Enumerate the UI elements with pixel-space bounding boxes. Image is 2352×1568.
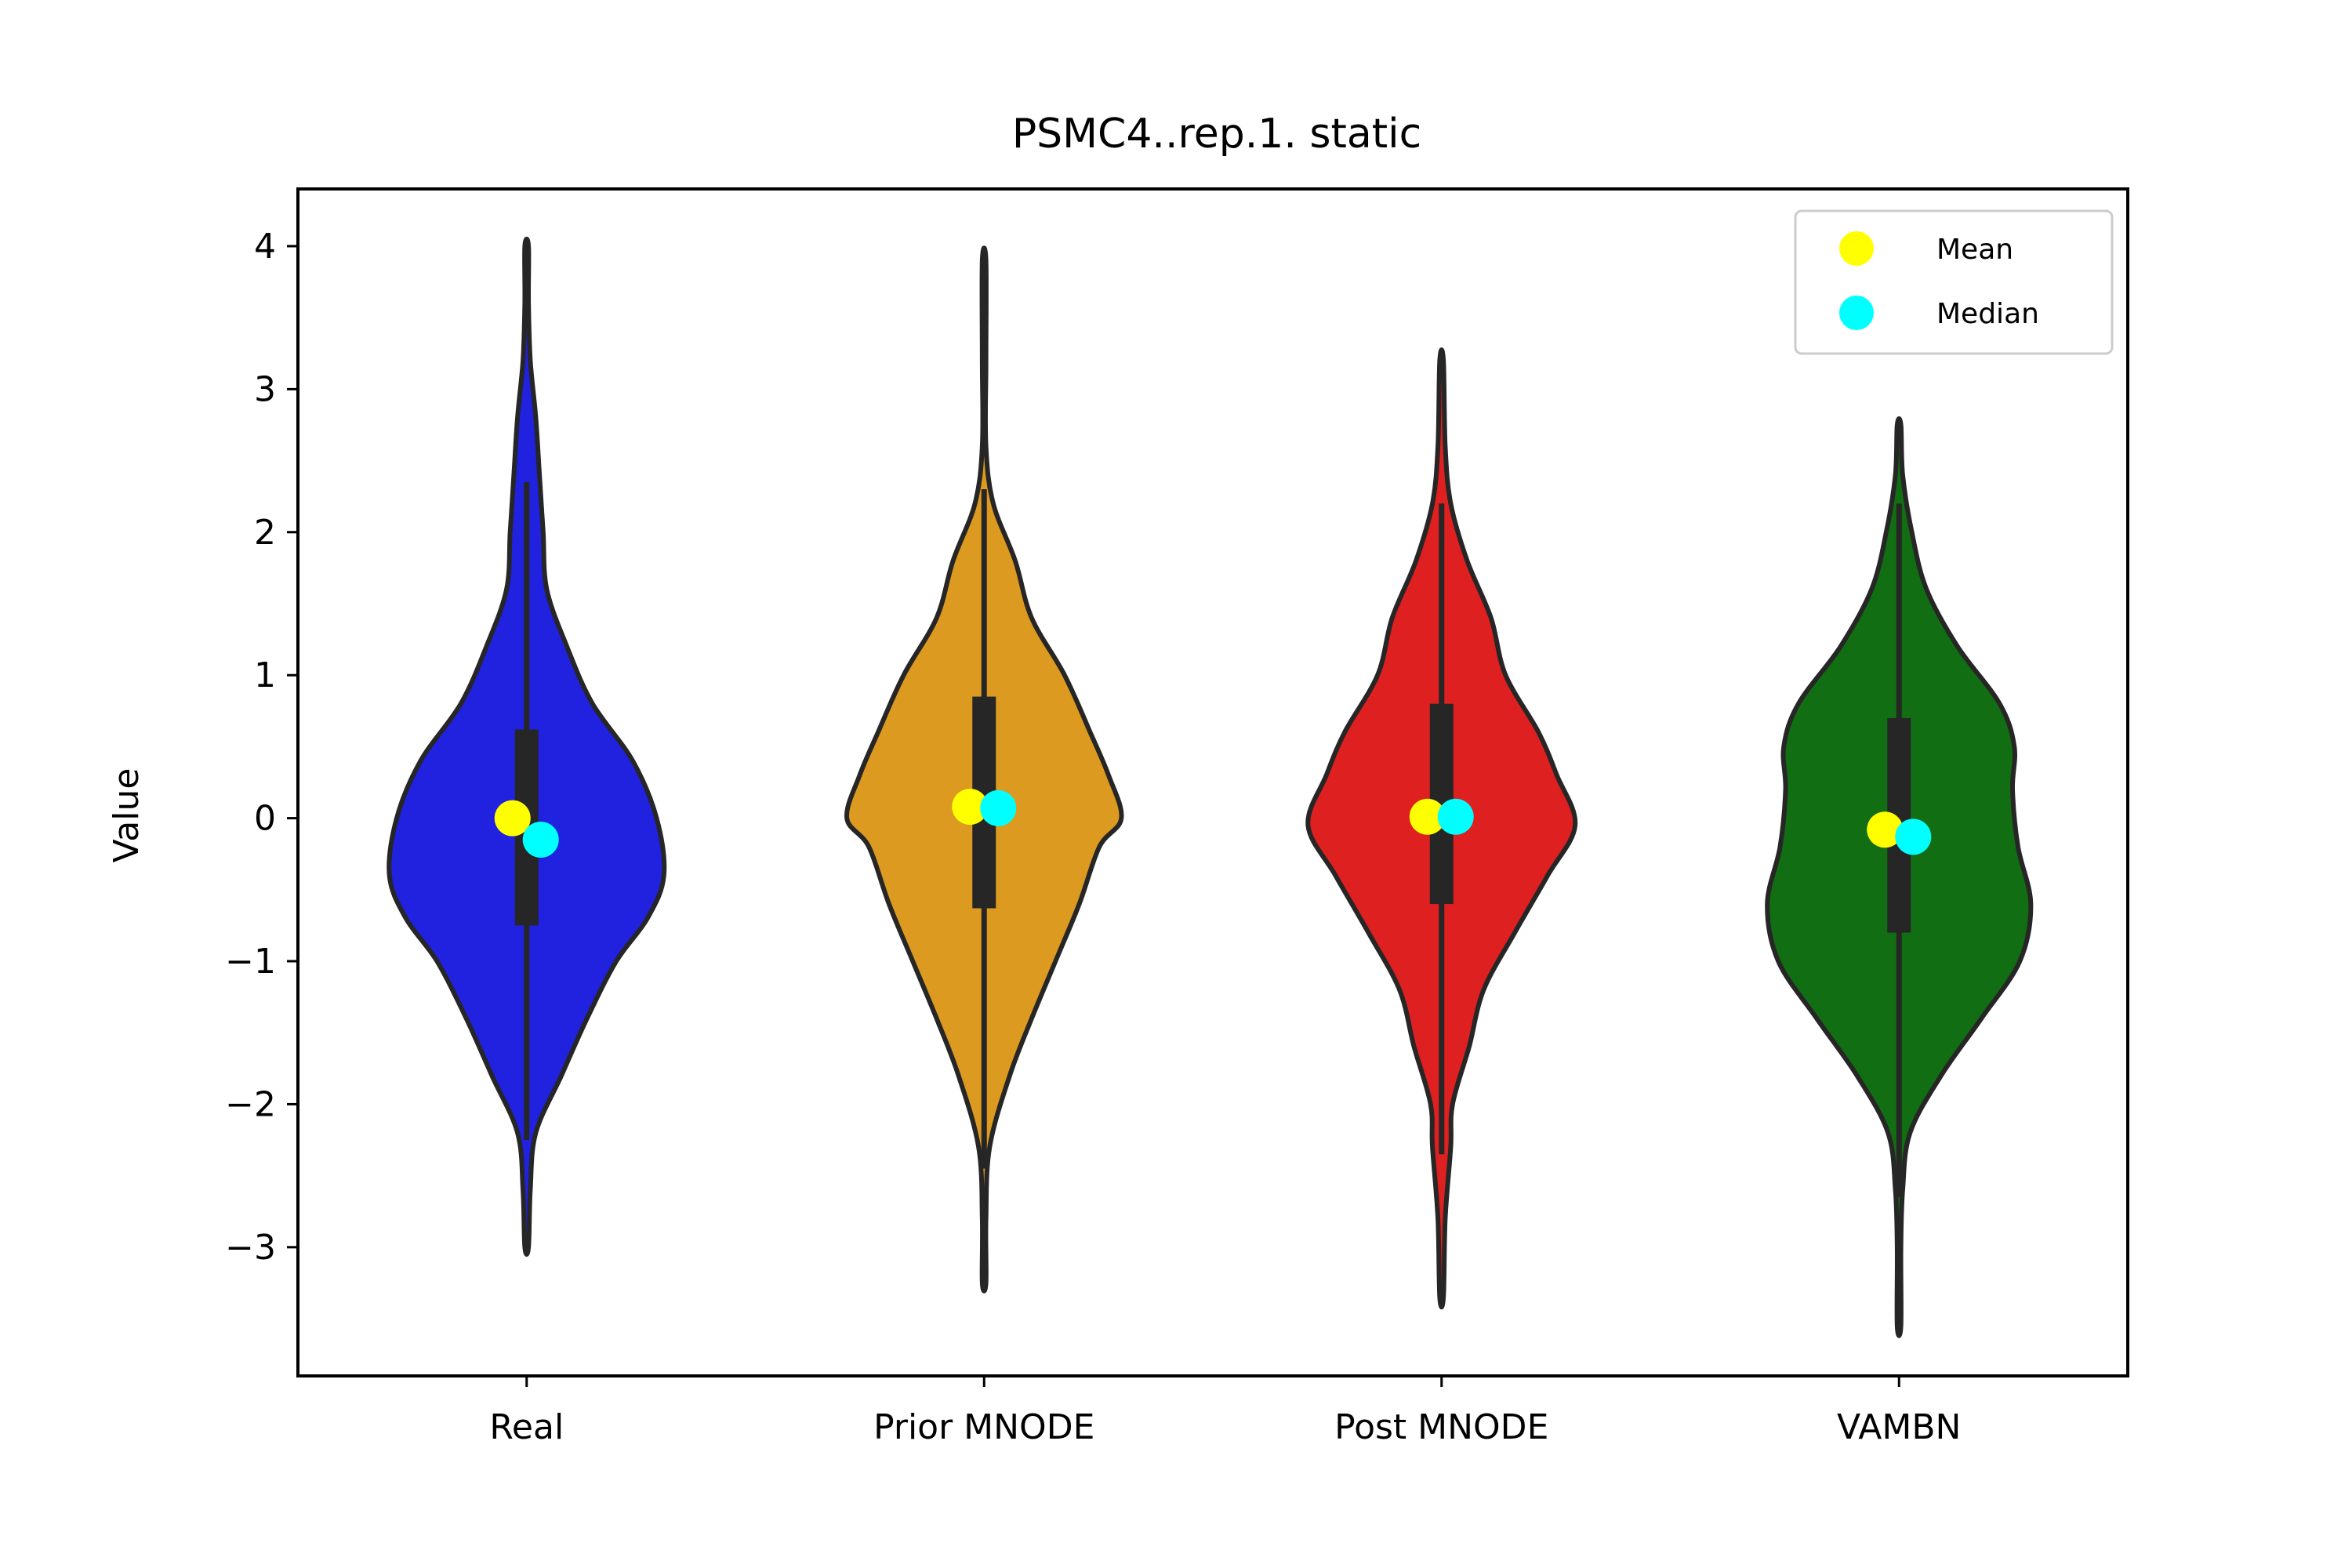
mean-marker-prior-mnode — [952, 789, 989, 826]
legend-label-mean: Mean — [1936, 234, 2013, 266]
y-tick-label: 0 — [254, 799, 276, 839]
mean-marker-real — [494, 800, 531, 837]
y-tick-label: −1 — [225, 942, 276, 982]
y-tick-label: 3 — [254, 369, 276, 409]
median-marker-real — [522, 821, 559, 858]
violins-layer — [387, 236, 2034, 1338]
y-tick-label: −2 — [225, 1084, 276, 1124]
x-tick-label: Post MNODE — [1334, 1407, 1548, 1447]
legend-marker-median — [1839, 296, 1874, 330]
y-axis-label: Value — [107, 768, 147, 863]
y-tick-label: 1 — [254, 655, 276, 695]
y-axis: −3 −2 −1 0 1 2 3 4 — [225, 227, 298, 1268]
mean-marker-post-mnode — [1409, 798, 1446, 835]
y-tick-label: −3 — [225, 1228, 276, 1268]
x-tick-label: Real — [489, 1407, 564, 1447]
x-tick-label: VAMBN — [1837, 1407, 1961, 1447]
legend: Mean Median — [1794, 209, 2114, 355]
x-axis: Real Prior MNODE Post MNODE VAMBN — [489, 1376, 1961, 1447]
median-marker-prior-mnode — [980, 789, 1017, 826]
legend-label-median: Median — [1936, 298, 2039, 330]
y-tick-label: 2 — [254, 513, 276, 553]
legend-box — [1794, 209, 2114, 355]
x-tick-label: Prior MNODE — [873, 1407, 1094, 1447]
median-marker-post-mnode — [1437, 798, 1474, 835]
plot-frame — [296, 187, 2129, 1377]
legend-marker-mean — [1839, 231, 1874, 266]
mean-marker-vambn — [1867, 811, 1904, 848]
median-marker-vambn — [1895, 818, 1932, 855]
chart-title: PSMC4..rep.1. static — [1012, 111, 1421, 158]
y-tick-label: 4 — [254, 227, 276, 267]
